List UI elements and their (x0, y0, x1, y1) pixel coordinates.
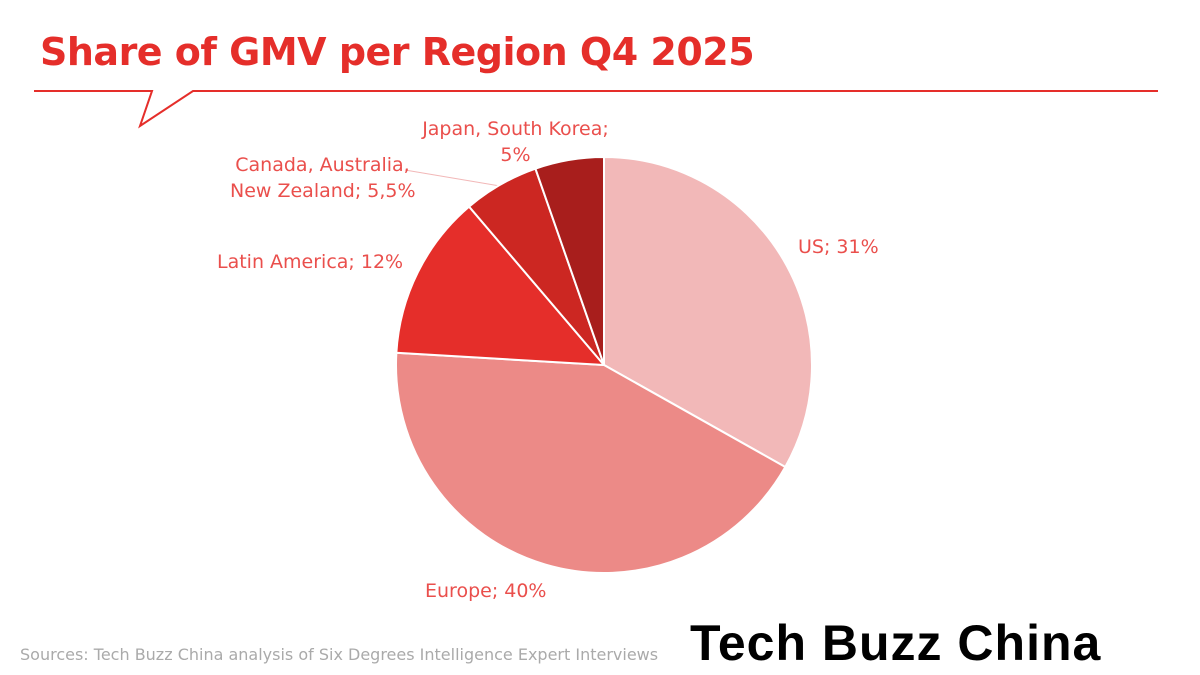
label-line: Canada, Australia, (235, 154, 410, 176)
label-latin-america: Latin America; 12% (217, 251, 404, 273)
label-japan-south-korea: Japan, South Korea; 5% (418, 116, 613, 168)
label-canada-australia-nz: Canada, Australia, New Zealand; 5,5% (230, 152, 416, 204)
label-line: New Zealand; 5,5% (230, 180, 416, 202)
label-europe: Europe; 40% (425, 580, 547, 602)
pie-slice-latin-america (395, 205, 607, 367)
pie-slice-europe (395, 351, 787, 574)
chart-title: Share of GMV per Region Q4 2025 (40, 30, 755, 74)
label-line: 5% (500, 144, 531, 166)
leader-line-canada (404, 169, 501, 187)
tech-buzz-china-logo: Tech Buzz China (690, 615, 1102, 671)
title-callout-line (34, 90, 1158, 129)
source-note: Sources: Tech Buzz China analysis of Six… (20, 645, 659, 664)
label-line: Japan, South Korea; (422, 118, 609, 140)
pie-slice-us (603, 155, 813, 469)
pie-slice-japan-south-korea (534, 155, 605, 366)
label-us: US; 31% (798, 236, 879, 258)
